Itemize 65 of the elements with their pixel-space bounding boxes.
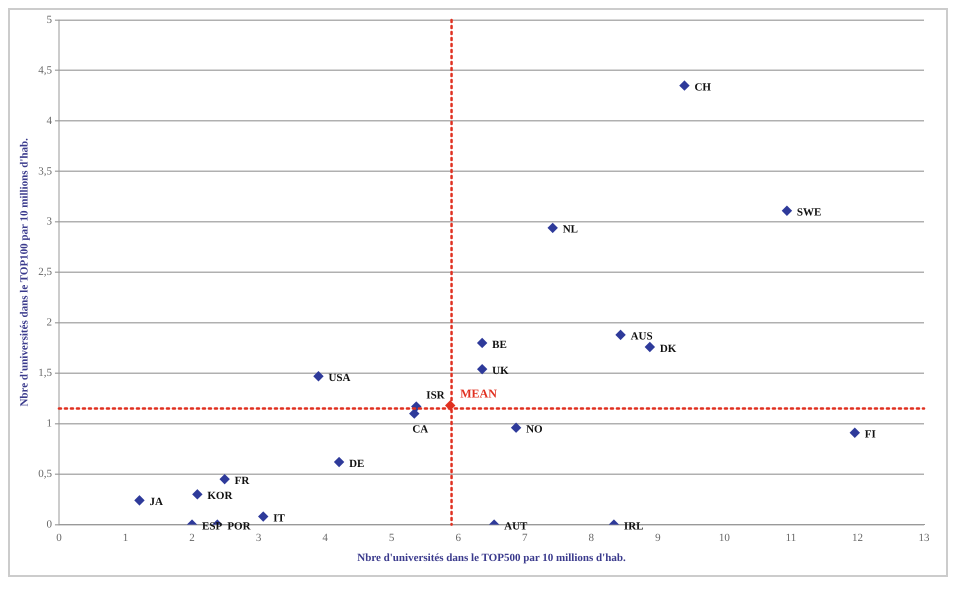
x-tick-label: 10 [718, 532, 730, 544]
point [409, 408, 420, 419]
y-tick-label: 1 [46, 418, 52, 430]
point [334, 457, 344, 468]
x-tick-label: 0 [56, 532, 62, 544]
x-tick-label: 1 [122, 532, 128, 544]
point [258, 512, 268, 522]
y-tick-label: 4,5 [38, 64, 52, 76]
y-tick-label: 0 [46, 518, 52, 530]
x-tick-label: 12 [852, 532, 863, 544]
point [313, 371, 324, 382]
point [192, 489, 202, 500]
y-tick-label: 3,5 [38, 165, 52, 178]
x-tick-label: 4 [322, 532, 328, 544]
annotation: IT [273, 512, 286, 524]
y-tick-label: 4 [46, 114, 52, 127]
annotation: DE [349, 458, 364, 470]
annotation: AUT [504, 520, 528, 532]
y-axis-title: Nbre d'universités dans le TOP100 par 10 millions d'hab. [18, 138, 30, 407]
point [511, 422, 522, 433]
point [850, 428, 860, 438]
point [477, 338, 488, 348]
x-tick-label: 11 [786, 532, 796, 544]
point [644, 342, 655, 352]
point [548, 222, 558, 233]
annotation: NL [562, 224, 578, 236]
annotation: POR [227, 520, 252, 532]
y-tick-label: 2 [46, 316, 52, 329]
annotation: UK [492, 365, 510, 378]
point [477, 364, 488, 374]
x-tick-label: 2 [189, 532, 195, 544]
annotation: USA [328, 372, 351, 384]
x-tick-label: 7 [522, 532, 528, 544]
x-tick-label: 8 [588, 532, 595, 544]
x-tick-label: 3 [256, 532, 262, 544]
annotation: AUS [630, 330, 653, 343]
point [616, 330, 626, 340]
annotation: BE [492, 338, 507, 351]
annotation: SWE [796, 206, 822, 219]
y-tick-label: 5 [46, 14, 52, 26]
annotation: CA [412, 423, 428, 436]
y-tick-label: 2,5 [38, 266, 52, 278]
x-tick-label: 13 [918, 532, 930, 544]
annotation: FI [864, 428, 876, 441]
annotation: DK [660, 342, 677, 355]
y-tick-label: 3 [46, 216, 52, 228]
x-tick-label: 6 [455, 532, 462, 544]
y-tick-label: 1,5 [38, 367, 52, 380]
series-label: MEAN [460, 386, 498, 401]
x-tick-label: 5 [388, 532, 395, 544]
annotation: ISR [426, 389, 446, 402]
point [679, 80, 690, 91]
annotation: NO [526, 424, 544, 436]
point [782, 206, 792, 216]
annotation: CH [694, 81, 712, 94]
x-tick-label: 9 [655, 532, 662, 544]
annotation: FR [234, 475, 250, 488]
point [220, 474, 230, 484]
point [134, 495, 144, 506]
x-axis-title: Nbre d'universités dans le TOP500 par 10 millions d'hab. [357, 552, 626, 564]
y-tick-label: 0,5 [38, 468, 52, 480]
annotation: JA [149, 496, 163, 508]
annotation: ESP [202, 520, 222, 532]
annotation: IRL [624, 520, 644, 532]
annotation: KOR [207, 490, 234, 502]
